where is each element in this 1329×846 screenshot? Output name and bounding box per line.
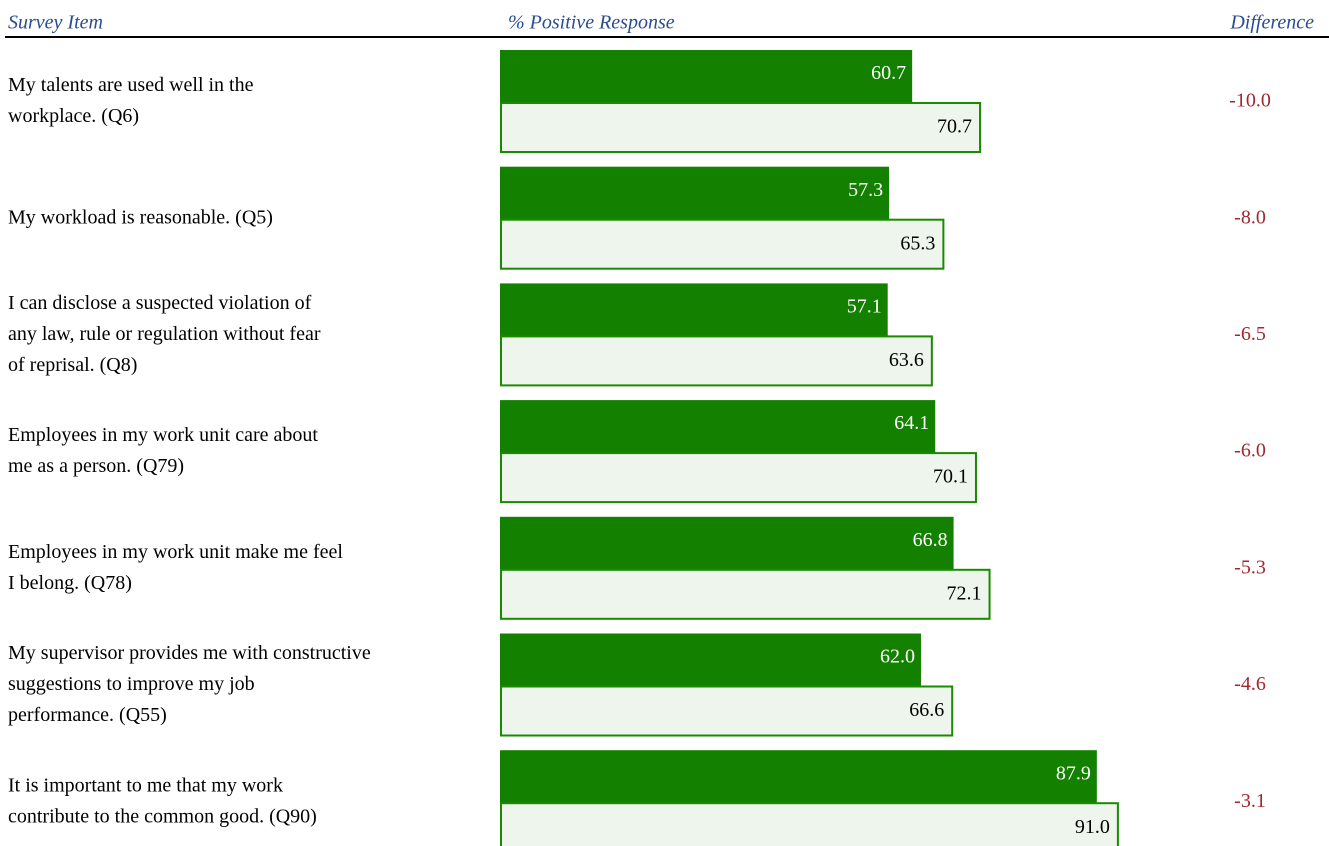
survey-item: workplace. (Q6): [8, 105, 139, 127]
bar-label: 87.9: [1056, 762, 1091, 784]
bar-comparison: [500, 218, 945, 270]
difference: -8.0: [1234, 206, 1266, 228]
difference: -10.0: [1229, 90, 1271, 112]
survey-item: My workload is reasonable. (Q5): [8, 206, 273, 228]
bar-label: 66.6: [909, 699, 944, 721]
bar-current: [500, 166, 890, 220]
bar-label: 62.0: [880, 646, 915, 668]
difference: -3.1: [1234, 790, 1266, 812]
header-difference: Difference: [1229, 12, 1314, 34]
difference: -5.3: [1234, 556, 1266, 578]
difference: -6.5: [1234, 323, 1266, 345]
header-response: % Positive Response: [508, 12, 675, 34]
survey-item: of reprisal. (Q8): [8, 354, 137, 376]
survey-item: I belong. (Q78): [8, 572, 132, 594]
survey-item: Employees in my work unit make me feel: [8, 541, 343, 563]
header-item: Survey Item: [8, 12, 103, 34]
survey-item: It is important to me that my work: [8, 774, 283, 796]
bar-comparison: [500, 102, 982, 153]
bar-label: 65.3: [900, 232, 935, 254]
survey-item: Employees in my work unit care about: [8, 424, 318, 446]
bar-current: [500, 633, 921, 687]
bar-comparison: [500, 568, 991, 620]
bar-current: [500, 283, 888, 337]
survey-item: any law, rule or regulation without fear: [8, 323, 321, 345]
bar-comparison: [500, 452, 977, 504]
bar-label: 57.3: [848, 179, 883, 201]
survey-item: My talents are used well in the: [8, 74, 254, 96]
survey-item: My supervisor provides me with construct…: [8, 642, 371, 664]
survey-item: contribute to the common good. (Q90): [8, 805, 317, 827]
bar-current: [500, 516, 954, 570]
bar-label: 57.1: [847, 295, 882, 317]
bar-label: 91.0: [1075, 816, 1110, 838]
bar-label: 70.7: [937, 116, 972, 138]
survey-item: suggestions to improve my job: [8, 673, 255, 695]
bar-comparison: [500, 802, 1119, 846]
survey-item: performance. (Q55): [8, 704, 167, 726]
bar-current: [500, 750, 1097, 804]
bar-label: 60.7: [871, 62, 906, 84]
bar-current: [500, 50, 913, 103]
bar-label: 70.1: [933, 466, 968, 488]
survey-item: me as a person. (Q79): [8, 455, 184, 477]
bar-label: 72.1: [947, 582, 982, 604]
survey-item: I can disclose a suspected violation of: [8, 292, 312, 314]
difference: -4.6: [1234, 673, 1266, 695]
bar-label: 63.6: [889, 349, 924, 371]
bar-comparison: [500, 335, 933, 387]
bar-comparison: [500, 685, 954, 737]
bar-label: 64.1: [894, 412, 929, 434]
bar-label: 66.8: [913, 529, 948, 551]
difference: -6.0: [1234, 440, 1266, 462]
bar-current: [500, 400, 936, 454]
